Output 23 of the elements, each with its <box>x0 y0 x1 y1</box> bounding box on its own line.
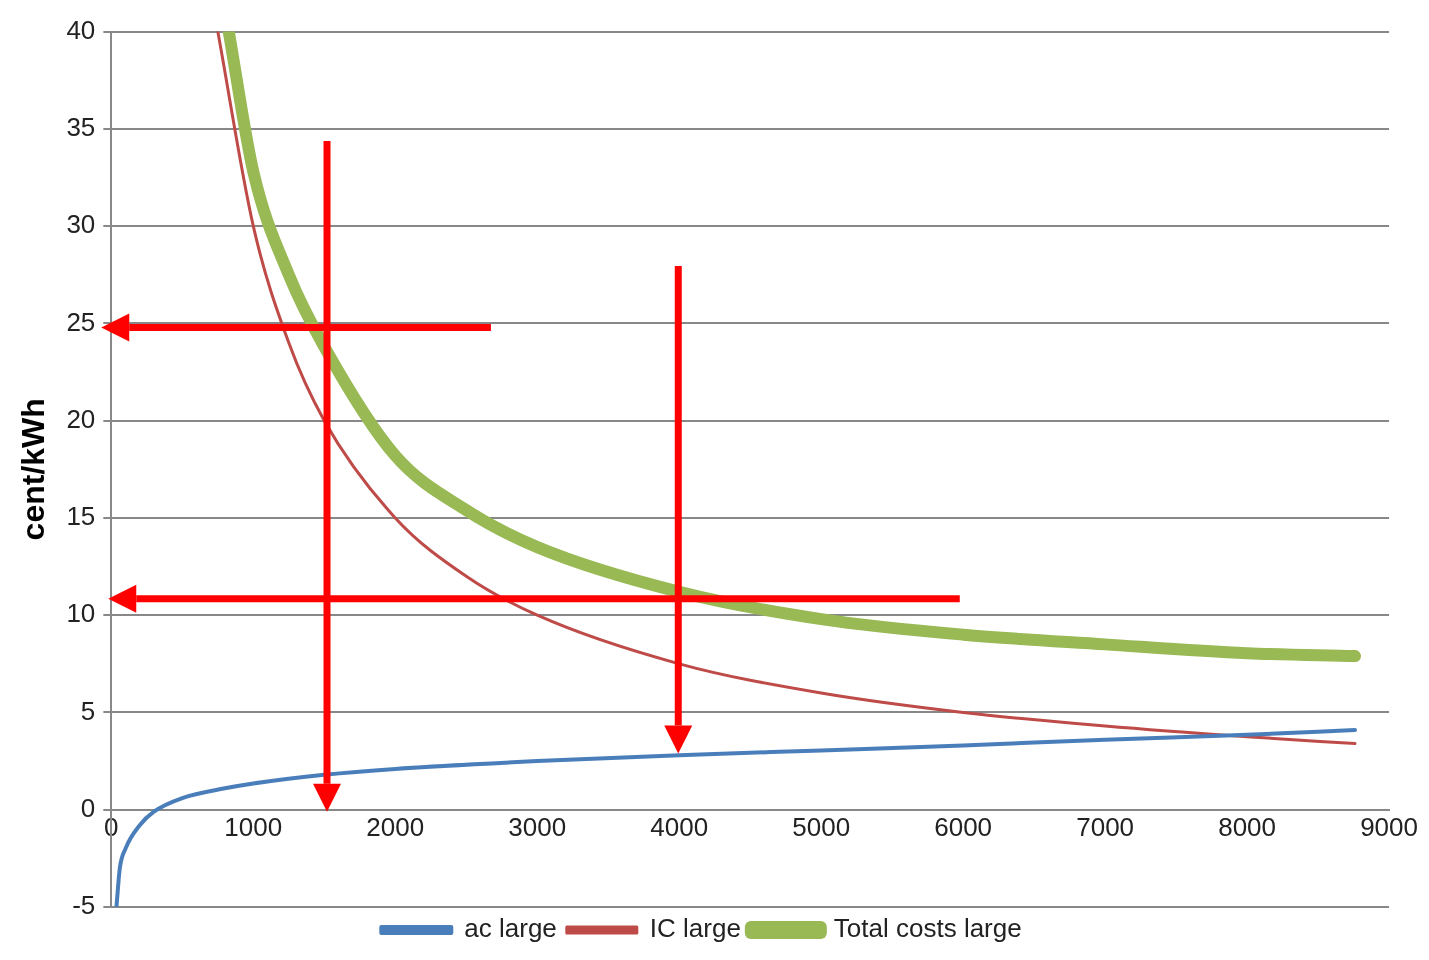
x-tick-label: 6000 <box>934 811 993 842</box>
y-tick-label: 15 <box>66 501 96 532</box>
y-tick-label: 5 <box>80 695 96 726</box>
y-tick-label: 30 <box>66 209 96 240</box>
legend-label: ac large <box>464 913 557 944</box>
y-tick-label: 20 <box>66 403 96 434</box>
x-tick-label: 1000 <box>224 811 283 842</box>
y-tick-label: -5 <box>72 890 96 921</box>
x-tick-label: 2000 <box>366 811 425 842</box>
x-tick-label: 4000 <box>650 811 709 842</box>
y-tick-label: 25 <box>66 306 96 337</box>
y-tick-label: 40 <box>66 14 96 45</box>
x-tick-label: 5000 <box>792 811 851 842</box>
x-tick-label: 7000 <box>1076 811 1135 842</box>
y-tick-label: 10 <box>66 598 96 629</box>
x-tick-label: 8000 <box>1218 811 1277 842</box>
x-tick-label: 3000 <box>508 811 567 842</box>
y-axis-title: cent/kWh <box>15 398 52 541</box>
legend-label: IC large <box>649 913 741 944</box>
legend-label: Total costs large <box>833 913 1022 944</box>
x-tick-label: 9000 <box>1360 811 1418 842</box>
y-tick-label: 0 <box>80 792 96 823</box>
y-tick-label: 35 <box>66 112 96 143</box>
